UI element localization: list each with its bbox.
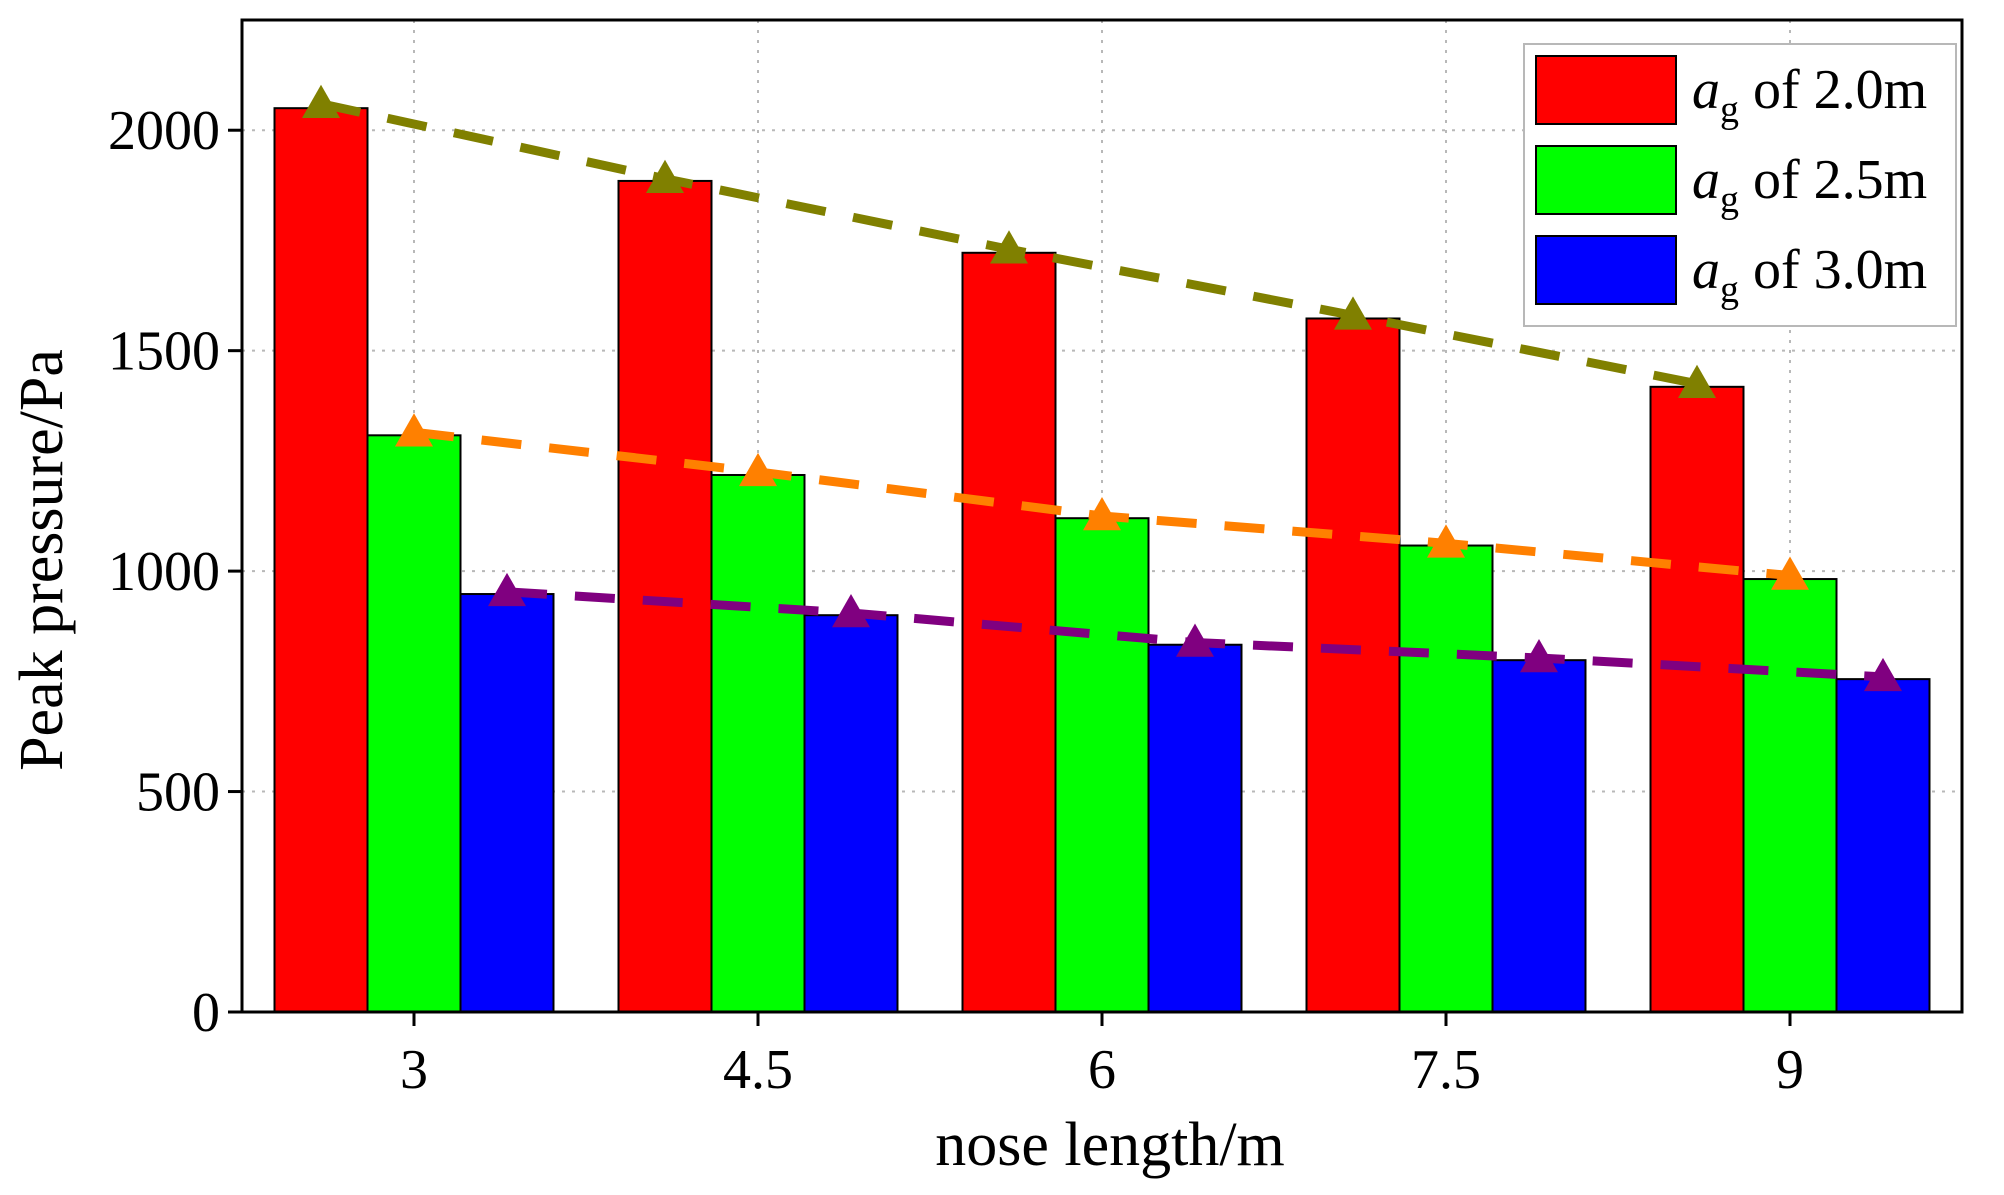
bar-s3-3: [459, 593, 555, 1014]
y-axis-title: Peak pressure/Pa: [8, 349, 76, 771]
x-tick-label-4.5: 4.5: [723, 1039, 793, 1101]
trend-marker-2-3: [395, 413, 433, 447]
bar-s2-7.5: [1398, 544, 1494, 1013]
trend-marker-1-6: [990, 230, 1028, 264]
y-tick-label-2000: 2000: [108, 100, 220, 162]
y-tick-label-500: 500: [136, 762, 220, 824]
bar-s3-9: [1835, 678, 1931, 1014]
trend-marker-3-4.5: [832, 593, 870, 628]
trend-marker-3-9: [1864, 657, 1902, 692]
trend-marker-3-7.5: [1520, 638, 1558, 673]
trend-marker-2-9: [1771, 556, 1809, 590]
y-tick-label-1500: 1500: [108, 321, 220, 383]
bar-s3-4.5: [803, 614, 899, 1013]
x-tick-label-7.5: 7.5: [1411, 1039, 1481, 1101]
bar-s3-6: [1147, 643, 1243, 1013]
trend-marker-3-6: [1176, 623, 1214, 657]
legend-label-2: ag of 2.5m: [1692, 149, 1927, 221]
bar-s2-4.5: [710, 473, 806, 1014]
bar-s2-6: [1054, 517, 1150, 1014]
trend-marker-1-9: [1678, 364, 1716, 398]
trend-marker-2-6: [1083, 497, 1121, 531]
bar-s2-9: [1742, 578, 1838, 1013]
y-tick-label-1000: 1000: [108, 541, 220, 603]
x-tick-label-6: 6: [1088, 1039, 1116, 1101]
trend-marker-3-3: [488, 572, 526, 607]
legend-swatch-3: [1535, 235, 1677, 305]
legend-label-1: ag of 2.0m: [1692, 59, 1927, 131]
y-tick-label-0: 0: [192, 982, 220, 1044]
trend-marker-2-4.5: [739, 452, 777, 487]
bar-s2-3: [366, 434, 462, 1013]
x-axis-title: nose length/m: [935, 1111, 1285, 1179]
legend-swatch-1: [1535, 55, 1677, 125]
trend-marker-1-4.5: [646, 159, 684, 193]
bar-s1-6: [961, 251, 1057, 1014]
trend-lines: [302, 84, 1902, 692]
bar-s1-7.5: [1305, 317, 1401, 1014]
trend-marker-1-3: [302, 84, 340, 119]
axes: [228, 18, 1964, 1026]
trend-marker-2-7.5: [1427, 524, 1465, 558]
bar-s1-9: [1649, 385, 1745, 1013]
x-tick-label-3: 3: [400, 1039, 428, 1101]
legend: ag of 2.0m ag of 2.5m ag of 3.0m: [1523, 43, 1957, 327]
legend-swatch-2: [1535, 145, 1677, 215]
bar-s1-3: [273, 107, 369, 1013]
tick-labels: 0 500 1000 1500 2000 3 4.5 6 7.5 9: [108, 100, 1804, 1101]
bar-s3-7.5: [1491, 659, 1587, 1013]
x-tick-label-9: 9: [1776, 1039, 1804, 1101]
bar-s1-4.5: [617, 179, 713, 1013]
legend-label-3: ag of 3.0m: [1692, 239, 1927, 311]
trend-marker-1-7.5: [1334, 296, 1372, 330]
